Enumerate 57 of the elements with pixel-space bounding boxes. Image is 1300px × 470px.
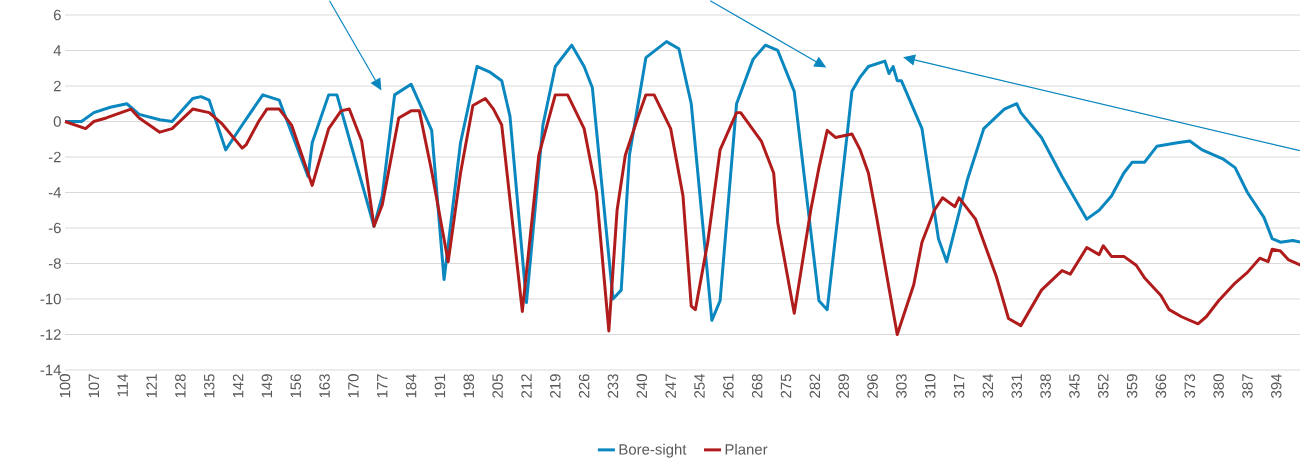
x-tick-label: 205 bbox=[492, 374, 503, 398]
legend-label: Planer bbox=[725, 443, 768, 455]
x-tick-label: 268 bbox=[751, 374, 763, 398]
x-tick-label: 359 bbox=[1126, 374, 1138, 398]
x-tick-label: 142 bbox=[232, 374, 244, 398]
x-tick-label: 107 bbox=[88, 374, 100, 398]
x-tick-label: 366 bbox=[1155, 374, 1167, 398]
x-tick-label: 233 bbox=[607, 374, 619, 398]
x-tick-label: 324 bbox=[982, 373, 994, 398]
x-tick-label: 331 bbox=[1011, 374, 1023, 398]
x-tick-label: 317 bbox=[953, 374, 965, 398]
x-tick-label: 128 bbox=[175, 374, 186, 398]
x-tick-label: 177 bbox=[377, 374, 388, 398]
x-tick-label: 296 bbox=[867, 374, 878, 398]
x-tick-label: 282 bbox=[809, 374, 821, 398]
x-tick-label: 163 bbox=[319, 374, 330, 398]
x-tick-label: 184 bbox=[405, 373, 417, 398]
x-tick-label: 345 bbox=[1069, 374, 1080, 398]
x-tick-label: 135 bbox=[203, 374, 215, 398]
x-tick-label: 338 bbox=[1040, 374, 1051, 398]
x-tick-label: 261 bbox=[723, 374, 734, 398]
x-tick-label: 373 bbox=[1184, 374, 1196, 398]
x-tick-label: 191 bbox=[434, 374, 446, 398]
x-tick-label: 394 bbox=[1271, 373, 1282, 398]
x-tick-label: 247 bbox=[665, 374, 676, 398]
x-tick-label: 289 bbox=[838, 374, 849, 398]
y-tick-label: 0 bbox=[53, 116, 61, 127]
x-tick-label: 170 bbox=[348, 374, 359, 398]
line-series bbox=[63, 93, 1300, 336]
y-tick-label: 4 bbox=[53, 45, 62, 56]
y-tick-label: 6 bbox=[53, 9, 61, 21]
x-tick-label: 121 bbox=[146, 374, 157, 398]
x-tick-label: 100 bbox=[59, 374, 71, 398]
x-tick-label: 303 bbox=[896, 374, 907, 398]
y-tick-label: -6 bbox=[48, 222, 61, 234]
y-tick-label: -10 bbox=[40, 293, 61, 305]
x-tick-label: 156 bbox=[290, 374, 302, 398]
y-tick-label: -8 bbox=[48, 258, 61, 269]
y-tick-label: -2 bbox=[48, 151, 61, 163]
y-tick-label: -14 bbox=[40, 364, 62, 376]
x-tick-label: 219 bbox=[549, 374, 561, 398]
x-tick-label: 198 bbox=[463, 374, 475, 398]
legend-label: Bore-sight bbox=[619, 443, 687, 458]
x-tick-label: 240 bbox=[636, 374, 648, 398]
x-tick-label: 114 bbox=[117, 373, 128, 397]
x-tick-label: 387 bbox=[1242, 374, 1253, 398]
x-tick-label: 310 bbox=[924, 374, 936, 398]
x-tick-label: 254 bbox=[694, 373, 705, 398]
x-tick-label: 275 bbox=[780, 374, 792, 398]
y-tick-label: -4 bbox=[48, 187, 62, 198]
y-tick-label: 2 bbox=[53, 80, 61, 92]
x-tick-label: 380 bbox=[1213, 374, 1224, 398]
x-tick-label: 226 bbox=[578, 374, 590, 398]
y-tick-label: -12 bbox=[40, 329, 61, 340]
x-tick-label: 212 bbox=[521, 374, 532, 398]
x-tick-label: 352 bbox=[1097, 374, 1109, 398]
x-tick-label: 149 bbox=[261, 374, 273, 398]
